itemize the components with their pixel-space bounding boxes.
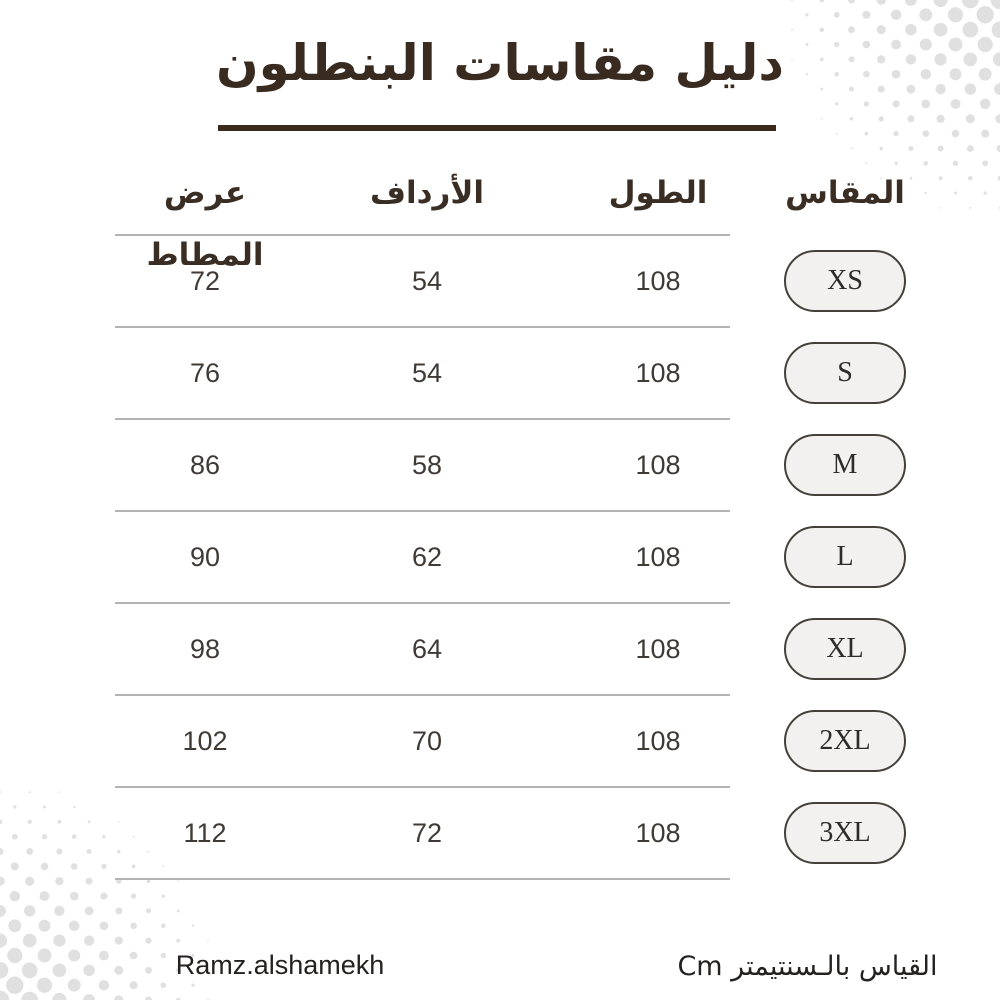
cell-hips: 54 [411,358,443,388]
size-badge: 3XL [784,802,906,864]
row-divider [115,878,730,880]
size-badge: S [784,342,906,404]
cell-length: 108 [635,818,681,848]
cell-hips: 58 [411,450,443,480]
cell-length: 108 [635,358,681,388]
row-divider [115,418,730,420]
cell-length: 108 [635,450,681,480]
size-badge: M [784,434,906,496]
cell-hips: 70 [411,726,443,756]
cell-elastic-width: 102 [182,726,228,756]
row-divider [115,510,730,512]
table-row: 76 54 108 S [0,328,1000,418]
cell-length: 108 [635,726,681,756]
cell-elastic-width: 112 [183,818,227,848]
column-header-hips: الأرداف [369,175,485,211]
cell-length: 108 [635,542,681,572]
row-divider [115,602,730,604]
cell-hips: 62 [411,542,443,572]
cell-elastic-width: 86 [189,450,221,480]
halftone-decoration-bottom-left [0,791,209,1000]
cell-length: 108 [635,266,681,296]
row-divider [115,234,730,236]
table-row: 112 72 108 3XL [0,788,1000,878]
cell-length: 108 [635,634,681,664]
brand-name: Ramz.alshamekh [175,950,385,980]
size-badge: 2XL [784,710,906,772]
table-row: 102 70 108 2XL [0,696,1000,786]
size-badge: XL [784,618,906,680]
measurement-unit-note: القياس بالـسنتيمتر Cm [677,951,938,982]
row-divider [115,326,730,328]
row-divider [115,694,730,696]
cell-elastic-width: 90 [189,542,221,572]
cell-elastic-width: 72 [189,266,221,296]
cell-hips: 72 [411,818,443,848]
size-badge: XS [784,250,906,312]
column-header-size: المقاس [785,175,905,211]
column-header-elastic-width: عرض المطاط [146,175,264,273]
table-row: 90 62 108 L [0,512,1000,602]
row-divider [115,786,730,788]
table-row: 98 64 108 XL [0,604,1000,694]
page-title: دليل مقاسات البنطلون [215,34,785,92]
cell-elastic-width: 98 [189,634,221,664]
title-underline [218,125,776,131]
cell-elastic-width: 76 [189,358,221,388]
table-row: 86 58 108 M [0,420,1000,510]
cell-hips: 64 [411,634,443,664]
table-row: 72 54 108 XS [0,236,1000,326]
cell-hips: 54 [411,266,443,296]
size-badge: L [784,526,906,588]
halftone-decoration-top-right [791,0,1000,209]
column-header-length: الطول [608,175,708,211]
